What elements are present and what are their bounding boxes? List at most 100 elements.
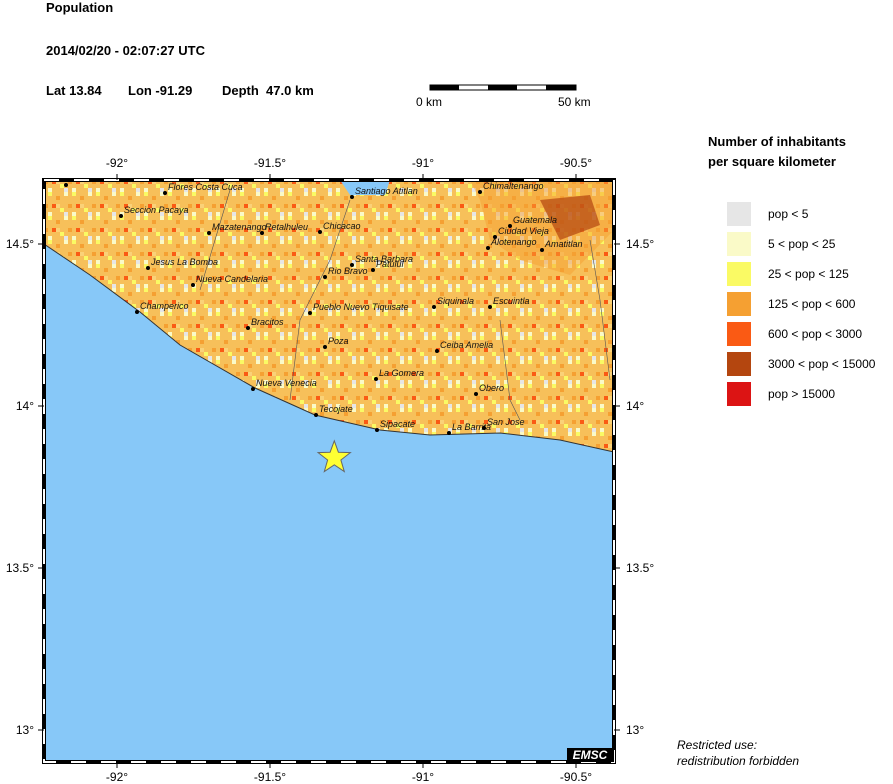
city-dot — [482, 426, 486, 430]
y-tick-label: 13° — [16, 723, 34, 737]
city-label: Santa Barbara — [355, 254, 413, 264]
y-tick-label: 13.5° — [6, 561, 34, 575]
city-dot — [350, 195, 354, 199]
lon: Lon -91.29 — [128, 83, 192, 98]
city-label: Pueblo Nuevo Tiquisate — [313, 302, 408, 312]
legend-swatch — [727, 292, 751, 316]
city-label: Escuintla — [493, 296, 530, 306]
city-label: Siquinala — [437, 296, 474, 306]
city-label: La Barrita — [452, 422, 491, 432]
credit: EMSC — [573, 748, 608, 762]
epicenter — [316, 439, 352, 473]
y-tick-label: 14° — [16, 399, 34, 413]
y-tick-label: 14° — [626, 399, 644, 413]
scale-end: 50 km — [558, 95, 591, 109]
x-tick-label: -91.5° — [254, 770, 286, 784]
city-label: Champerico — [140, 301, 189, 311]
legend-title: per square kilometer — [708, 154, 836, 169]
scale-bar: 0 km 50 km — [416, 84, 591, 109]
city-label: Retalhuleu — [265, 222, 308, 232]
city-label: Guatemala — [513, 215, 557, 225]
city-label: Poza — [328, 336, 349, 346]
credit-box — [567, 748, 614, 762]
lake — [340, 180, 390, 195]
city-dot — [246, 326, 250, 330]
city-label: Santiago Atitlan — [355, 186, 418, 196]
legend-swatch — [727, 322, 751, 346]
city-dot — [119, 214, 123, 218]
y-tick-label: 13.5° — [626, 561, 654, 575]
x-tick-label: -90.5° — [560, 156, 592, 170]
title: Population — [46, 0, 113, 15]
city-label: Mazatenango — [212, 222, 267, 232]
city-label: San Jose — [487, 417, 525, 427]
city-label: Obero — [479, 383, 504, 393]
city-dot — [432, 305, 436, 309]
city-label: Tecojate — [319, 404, 353, 414]
datetime: 2014/02/20 - 02:07:27 UTC — [46, 43, 206, 58]
legend-label: pop < 5 — [768, 207, 809, 221]
city-dot — [375, 428, 379, 432]
legend-title: Number of inhabitants — [708, 134, 846, 149]
city-dot — [64, 183, 68, 187]
city-label: La Gomera — [379, 368, 424, 378]
city-label: Seccion Pacaya — [124, 205, 189, 215]
city-dot — [314, 413, 318, 417]
legend-label: 25 < pop < 125 — [768, 267, 849, 281]
x-tick-label: -92° — [106, 770, 128, 784]
city-dot — [207, 231, 211, 235]
city-dot — [474, 392, 478, 396]
city-label: Alotenango — [490, 237, 537, 247]
city-dot — [488, 305, 492, 309]
city-dot — [540, 248, 544, 252]
city-label: Nueva Candelaria — [196, 274, 268, 284]
city-label: Jesus La Bomba — [150, 257, 218, 267]
city-dot — [135, 310, 139, 314]
map-frame — [42, 178, 616, 764]
city-dot — [478, 190, 482, 194]
city-label: Patulul — [376, 259, 405, 269]
legend-label: pop > 15000 — [768, 387, 835, 401]
y-tick-label: 14.5° — [6, 237, 34, 251]
city-dot — [308, 311, 312, 315]
city-label: Amatitlan — [544, 239, 583, 249]
x-tick-label: -91.5° — [254, 156, 286, 170]
notice: Restricted use: — [677, 738, 757, 752]
legend-label: 5 < pop < 25 — [768, 237, 836, 251]
x-tick-label: -92° — [106, 156, 128, 170]
legend-swatch — [727, 352, 751, 376]
city-dot — [508, 224, 512, 228]
city-dot — [146, 266, 150, 270]
lat: Lat 13.84 — [46, 83, 102, 98]
city-label: Sipacate — [380, 419, 415, 429]
city-dot — [318, 230, 322, 234]
x-tick-label: -91° — [412, 770, 434, 784]
land — [44, 180, 614, 452]
city-dot — [435, 349, 439, 353]
city-label: Chimaltenango — [483, 181, 544, 191]
city-dot — [323, 345, 327, 349]
city-label: Ciudad Vieja — [498, 226, 549, 236]
city-dot — [447, 431, 451, 435]
river — [199, 189, 611, 421]
legend-label: 600 < pop < 3000 — [768, 327, 862, 341]
city-dot — [323, 275, 327, 279]
x-tick-label: -91° — [412, 156, 434, 170]
legend-swatch — [727, 262, 751, 286]
legend-label: 3000 < pop < 15000 — [768, 357, 876, 371]
notice: redistribution forbidden — [677, 754, 799, 768]
x-tick-label: -90.5° — [560, 770, 592, 784]
legend-swatch — [727, 382, 751, 406]
city-dot — [191, 283, 195, 287]
city-dot — [486, 246, 490, 250]
scale-start: 0 km — [416, 95, 442, 109]
city-dot — [374, 377, 378, 381]
legend-swatch — [727, 232, 751, 256]
city-dot — [350, 263, 354, 267]
depth: Depth 47.0 km — [222, 83, 314, 98]
city-dot — [493, 235, 497, 239]
city-label: Flores Costa Cuca — [168, 182, 243, 192]
city-label: Chicacao — [323, 221, 361, 231]
city-dot — [260, 231, 264, 235]
